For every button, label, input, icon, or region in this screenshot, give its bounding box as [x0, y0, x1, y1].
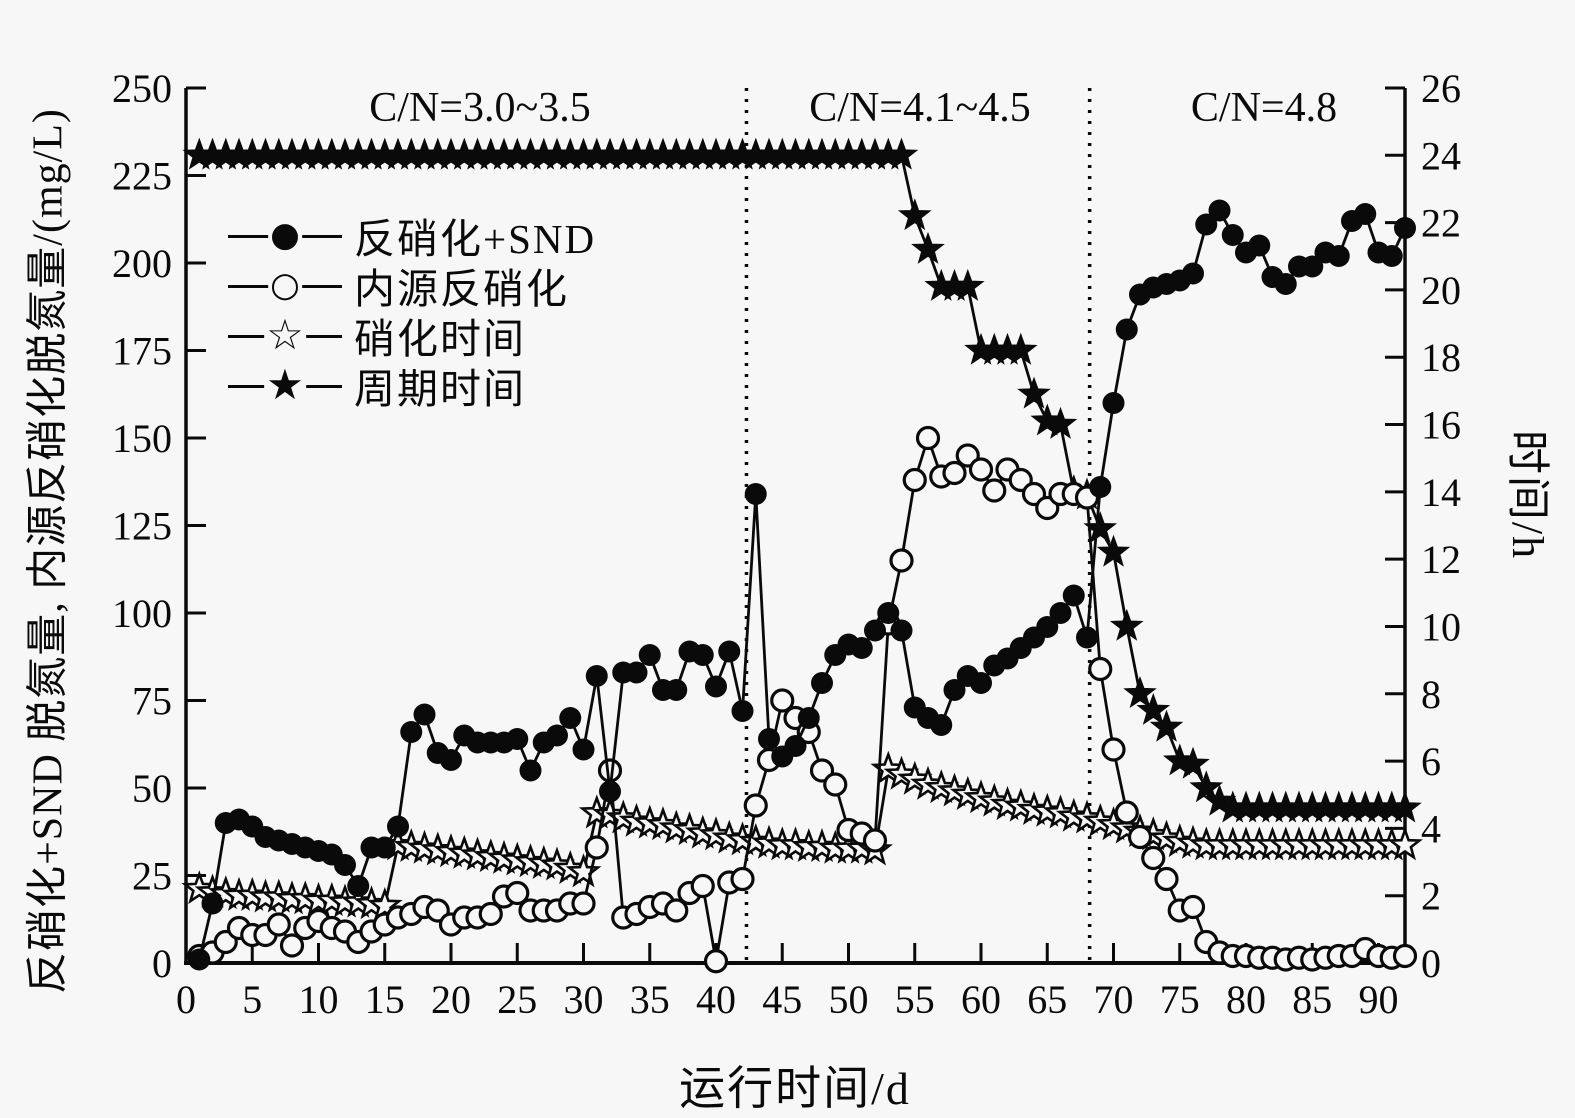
y-axis-left: 0 25 50 75 100 125 150 175 200 225 250 [112, 66, 206, 986]
y-left-tick-label: 125 [112, 504, 172, 549]
phase-dividers [744, 88, 1092, 963]
y-right-tick-label: 24 [1421, 133, 1461, 178]
x-tick-label: 60 [961, 977, 1001, 1022]
y-right-tick-label: 22 [1421, 201, 1461, 246]
y-left-tick-label: 200 [112, 241, 172, 286]
x-axis-title: 运行时间/d [679, 1063, 911, 1114]
x-tick-label: 40 [696, 977, 736, 1022]
legend: ● 反硝化+SND ○ 内源反硝化 ☆ 硝化时间 ★ 周期时间 [228, 210, 596, 412]
y-left-tick-label: 50 [132, 766, 172, 811]
legend-item-denitrification-snd: ● 反硝化+SND [228, 210, 596, 262]
x-tick-label: 25 [497, 977, 537, 1022]
x-tick-label: 85 [1292, 977, 1332, 1022]
x-tick-label: 35 [630, 977, 670, 1022]
x-tick-label: 45 [762, 977, 802, 1022]
y-right-tick-label: 0 [1421, 941, 1441, 986]
x-tick-label: 50 [829, 977, 869, 1022]
y-right-tick-label: 8 [1421, 672, 1441, 717]
x-tick-label: 80 [1226, 977, 1266, 1022]
x-tick-label: 75 [1160, 977, 1200, 1022]
x-tick-label: 5 [242, 977, 262, 1022]
y-right-tick-label: 14 [1421, 470, 1461, 515]
y-left-tick-label: 100 [112, 591, 172, 636]
x-tick-label: 20 [431, 977, 471, 1022]
y-axis-right-title: 时间/h [1503, 429, 1552, 561]
series-nitrification-time [181, 750, 1423, 921]
legend-label: 反硝化+SND [354, 216, 597, 262]
y-right-tick-label: 10 [1421, 604, 1461, 649]
y-right-tick-label: 20 [1421, 268, 1461, 313]
y-right-tick-label: 16 [1421, 403, 1461, 448]
open-circle-marker-icon: ○ [228, 262, 342, 308]
legend-item-nitrification-time: ☆ 硝化时间 [228, 310, 596, 362]
x-tick-label: 30 [564, 977, 604, 1022]
y-left-tick-label: 250 [112, 66, 172, 111]
series-endogenous-denitrification [187, 425, 1418, 974]
y-left-tick-label: 25 [132, 854, 172, 899]
x-tick-label: 70 [1094, 977, 1134, 1022]
region-label-cn-4.8: C/N=4.8 [1190, 85, 1338, 131]
legend-item-cycle-time: ★ 周期时间 [228, 360, 596, 412]
series-denitrification-snd [188, 199, 1416, 971]
x-tick-label: 90 [1359, 977, 1399, 1022]
y-left-tick-label: 225 [112, 154, 172, 199]
legend-label: 硝化时间 [354, 316, 526, 362]
x-axis: 0 5 10 15 20 25 30 35 40 45 50 55 60 65 70 75 80 85 90 [176, 943, 1399, 1022]
region-label-cn-3.0-3.5: C/N=3.0~3.5 [369, 85, 591, 131]
legend-label: 周期时间 [354, 366, 526, 412]
legend-label: 内源反硝化 [354, 266, 569, 312]
x-tick-label: 65 [1027, 977, 1067, 1022]
x-tick-label: 0 [176, 977, 196, 1022]
y-left-tick-label: 75 [132, 679, 172, 724]
series-cycle-time [182, 137, 1422, 823]
region-label-cn-4.1-4.5: C/N=4.1~4.5 [809, 85, 1031, 131]
y-right-tick-label: 6 [1421, 739, 1441, 784]
filled-star-marker-icon: ★ [228, 362, 342, 408]
filled-circle-marker-icon: ● [228, 212, 342, 258]
x-tick-label: 55 [895, 977, 935, 1022]
y-right-tick-label: 26 [1421, 66, 1461, 111]
x-tick-label: 15 [365, 977, 405, 1022]
y-axis-left-title: 反硝化+SND 脱氮量, 内源反硝化脱氮量/(mg/L) [25, 108, 72, 994]
y-right-tick-label: 2 [1421, 874, 1441, 919]
y-left-tick-label: 0 [152, 941, 172, 986]
y-left-tick-label: 150 [112, 416, 172, 461]
y-right-tick-label: 18 [1421, 335, 1461, 380]
y-left-tick-label: 175 [112, 329, 172, 374]
open-star-marker-icon: ☆ [228, 312, 342, 358]
legend-item-endogenous-denitrification: ○ 内源反硝化 [228, 260, 596, 312]
y-right-tick-label: 12 [1421, 537, 1461, 582]
series-line [198, 436, 1406, 963]
x-tick-label: 10 [299, 977, 339, 1022]
y-right-tick-label: 4 [1421, 806, 1441, 851]
